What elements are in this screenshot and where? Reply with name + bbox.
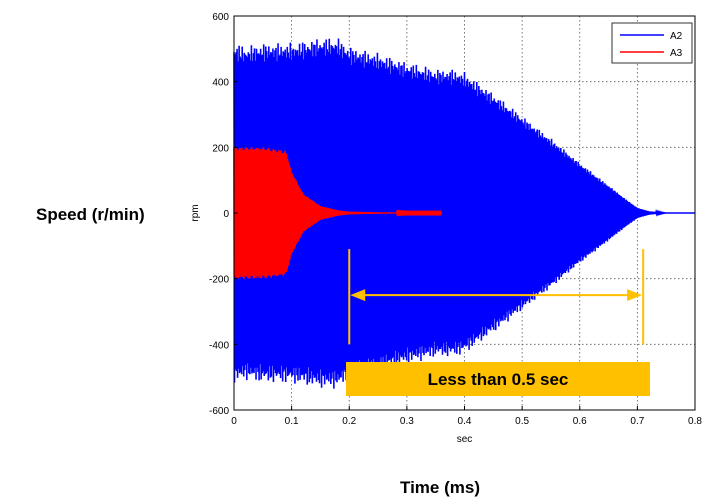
x-tick-label: 0.6 <box>573 416 587 427</box>
x-tick-label: 0 <box>231 416 237 427</box>
inner-y-axis-label: rpm <box>190 204 201 221</box>
x-tick-label: 0.5 <box>515 416 529 427</box>
series-a3-line <box>233 146 443 279</box>
x-tick-label: 0.8 <box>688 416 702 427</box>
legend-box <box>611 22 693 64</box>
y-tick-label: -400 <box>209 340 229 351</box>
series-a2-line <box>233 38 695 389</box>
annotation-label: Less than 0.5 sec <box>428 370 569 389</box>
x-tick-label: 0.3 <box>400 416 414 427</box>
outer-y-axis-label: Speed (r/min) <box>36 205 145 224</box>
y-tick-label: 200 <box>212 143 229 154</box>
x-tick-label: 0.4 <box>458 416 472 427</box>
inner-x-axis-label: sec <box>457 434 473 445</box>
y-tick-label: 600 <box>212 12 229 23</box>
y-tick-label: -200 <box>209 275 229 286</box>
x-tick-label: 0.7 <box>630 416 644 427</box>
x-tick-label: 0.2 <box>342 416 356 427</box>
annotation-arrowhead-left <box>350 289 366 302</box>
y-tick-label: 400 <box>212 78 229 89</box>
annotation-arrowhead-right <box>627 289 643 302</box>
legend-label-a3: A3 <box>670 48 683 59</box>
annotation-label-box <box>346 362 650 396</box>
legend-label-a2: A2 <box>670 31 683 42</box>
outer-x-axis-label: Time (ms) <box>400 478 480 497</box>
y-tick-label: 0 <box>223 209 229 220</box>
x-tick-label: 0.1 <box>285 416 299 427</box>
y-tick-label: -600 <box>209 406 229 417</box>
